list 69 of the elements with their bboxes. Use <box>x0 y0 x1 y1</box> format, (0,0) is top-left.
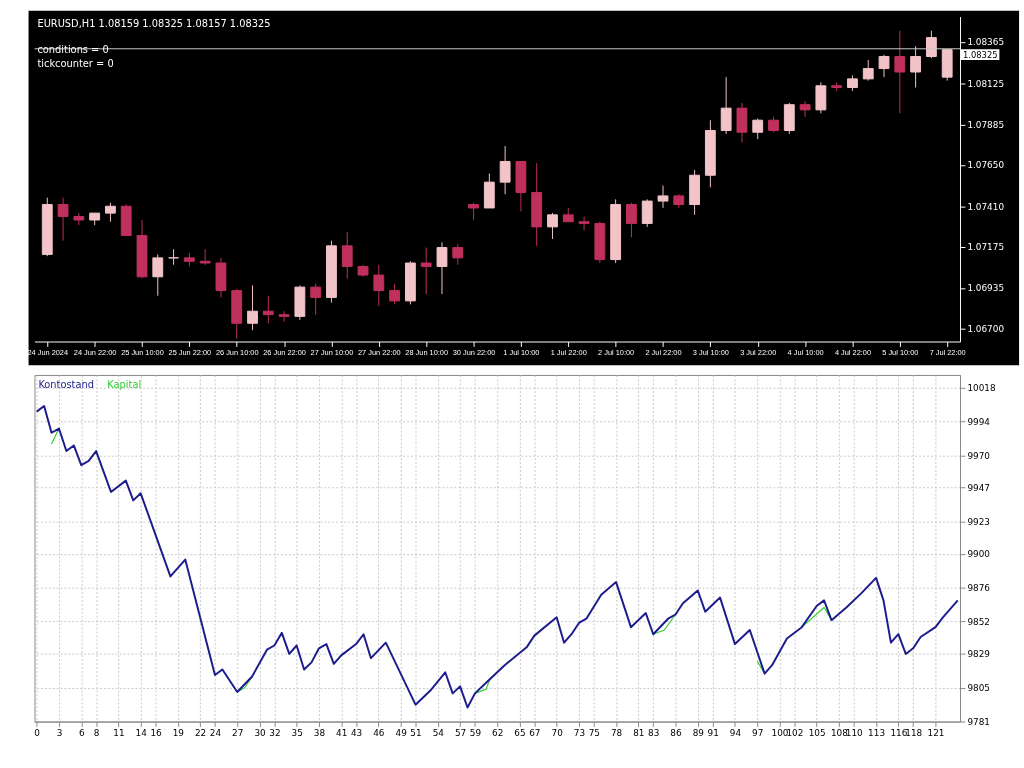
x-tick-label: 86 <box>670 727 682 738</box>
y-tick-label: 9876 <box>967 583 991 594</box>
y-tick-label: 9829 <box>967 649 991 660</box>
y-tick-label: 9805 <box>967 683 990 694</box>
y-tick-label: 1.07650 <box>967 160 1005 171</box>
x-tick-label: 70 <box>551 727 564 738</box>
x-tick-label: 89 <box>692 727 705 738</box>
y-tick-label: 1.08365 <box>967 37 1005 48</box>
x-tick-label: 91 <box>707 727 719 738</box>
x-tick-label: 32 <box>269 727 281 738</box>
text: Kapital <box>107 378 142 390</box>
x-tick-label: 8 <box>93 727 100 738</box>
y-tick-label: 9781 <box>967 717 990 728</box>
ref-line-label: 1.08325 <box>962 49 998 60</box>
x-tick-label: 102 <box>786 727 804 738</box>
x-tick-label: 81 <box>633 727 645 738</box>
x-tick-label: 78 <box>610 727 623 738</box>
y-tick-label: 1.07175 <box>967 242 1005 253</box>
x-tick-label: 22 <box>194 727 207 738</box>
x-tick-label: 110 <box>845 727 864 738</box>
x-tick-label: 105 <box>808 727 826 738</box>
y-tick-label: 9994 <box>967 416 991 427</box>
y-tick-label: 9970 <box>967 450 991 461</box>
y-tick-label: 10018 <box>967 383 996 394</box>
y-tick-label: 9947 <box>967 483 990 494</box>
x-tick-label: 97 <box>752 727 764 738</box>
x-tick-label: 41 <box>336 727 348 738</box>
y-tick-label: 9923 <box>967 516 990 527</box>
y-tick-label: 1.07885 <box>967 119 1005 130</box>
y-tick-label: 1.06700 <box>967 323 1005 334</box>
x-tick-label: 118 <box>905 727 923 738</box>
x-tick-label: 43 <box>350 727 363 738</box>
x-tick-label: 67 <box>529 727 541 738</box>
y-tick-label: 9852 <box>967 616 990 627</box>
annotation: tickcounter = 0 <box>37 57 114 69</box>
x-tick-label: 59 <box>469 727 482 738</box>
x-tick-label: 57 <box>454 727 467 738</box>
x-tick-label: 24 <box>209 727 222 738</box>
x-tick-label: 116 <box>890 727 908 738</box>
x-tick-label: 38 <box>313 727 326 738</box>
x-tick-label: 27 <box>232 727 244 738</box>
series-label: Kontostand <box>38 378 94 390</box>
x-tick-label: 30 <box>254 727 267 738</box>
x-tick-label: 73 <box>573 727 586 738</box>
x-tick-label: 14 <box>135 727 148 738</box>
y-tick-label: 1.06935 <box>967 283 1005 294</box>
x-tick-label: 94 <box>729 727 742 738</box>
x-tick-label: 54 <box>432 727 445 738</box>
x-tick-label: 65 <box>514 727 526 738</box>
x-tick-label: 100 <box>771 727 789 738</box>
x-tick-label: 35 <box>291 727 303 738</box>
x-tick-label: 0 <box>34 727 41 738</box>
x-tick-label: 62 <box>492 727 504 738</box>
x-tick-label: 11 <box>113 727 125 738</box>
x-tick-label: 51 <box>410 727 422 738</box>
x-tick-label: 75 <box>588 727 600 738</box>
y-tick-label: 1.08125 <box>967 78 1005 89</box>
x-tick-label: 113 <box>868 727 886 738</box>
x-tick-label: 19 <box>172 727 185 738</box>
chart-title: EURUSD,H1 1.08159 1.08325 1.08157 1.08325 <box>37 18 271 30</box>
x-tick-label: 46 <box>373 727 385 738</box>
x-tick-label: 6 <box>78 727 85 738</box>
x-tick-label: 121 <box>927 727 945 738</box>
x-tick-label: 83 <box>648 727 660 738</box>
x-tick-label: 49 <box>395 727 408 738</box>
x-tick-label: 16 <box>150 727 163 738</box>
y-tick-label: 1.07410 <box>967 201 1005 212</box>
x-tick-label: 3 <box>56 727 63 738</box>
y-tick-label: 9900 <box>967 549 991 560</box>
